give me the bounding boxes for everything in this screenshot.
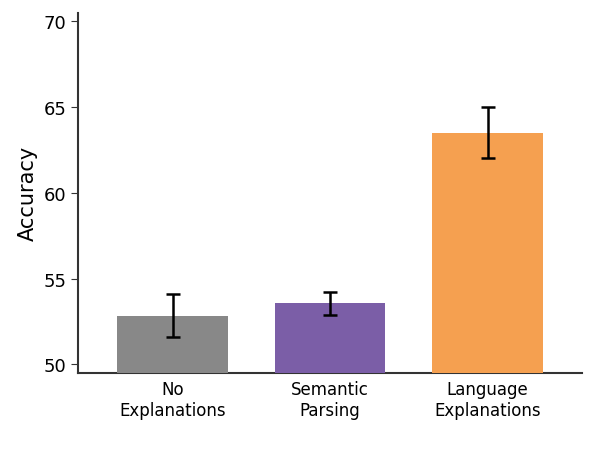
Bar <box>433 133 542 455</box>
Y-axis label: Accuracy: Accuracy <box>17 146 38 241</box>
Bar <box>275 303 385 455</box>
Bar <box>118 317 227 455</box>
